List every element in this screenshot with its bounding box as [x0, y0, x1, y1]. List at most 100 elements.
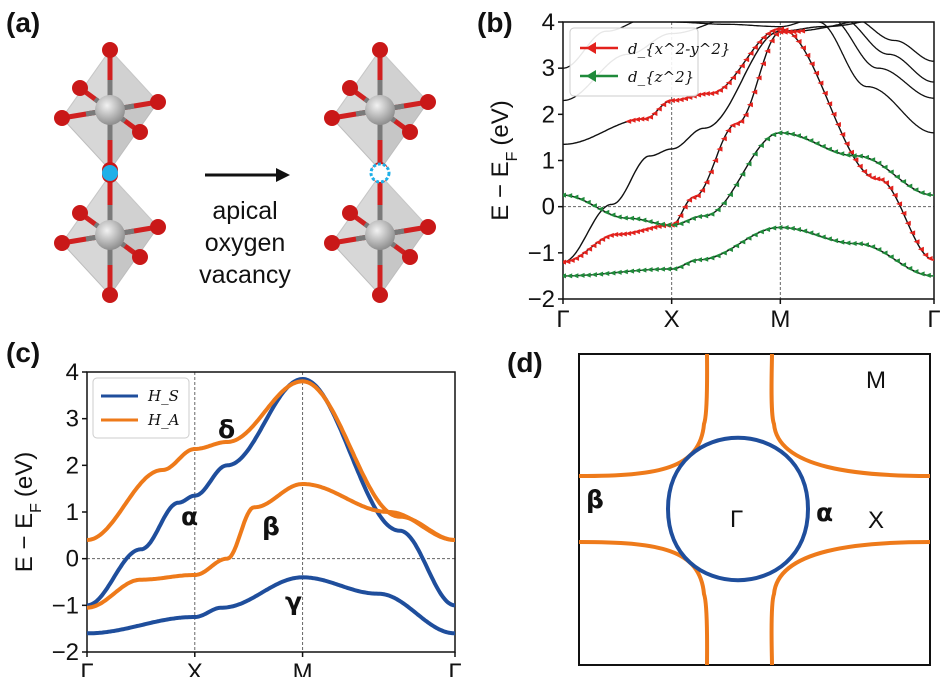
- dx2y2-marker: [738, 63, 745, 69]
- dx2y2-marker: [594, 239, 601, 245]
- panel-a-structure: [54, 42, 436, 303]
- dz2-marker: [751, 151, 758, 157]
- legend-label: H_A: [147, 411, 180, 429]
- dx2y2-marker: [869, 175, 876, 181]
- legend-label: H_S: [147, 387, 179, 405]
- dx2y2-marker: [804, 52, 811, 58]
- k-point-label: M: [866, 367, 886, 394]
- dx2y2-marker: [590, 243, 597, 249]
- oxygen-atom-icon: [420, 219, 436, 235]
- metal-atom-icon: [95, 95, 125, 125]
- dz2-marker: [900, 179, 907, 185]
- dx2y2-marker: [712, 158, 719, 163]
- dz2-marker: [609, 212, 616, 218]
- band-line: [818, 22, 934, 134]
- dz2-marker: [726, 192, 733, 198]
- dz2-marker: [566, 193, 573, 199]
- dx2y2-marker: [751, 44, 758, 50]
- dx2y2-marker: [769, 28, 776, 34]
- dx2y2-marker: [625, 230, 632, 236]
- x-tick-label: M: [293, 659, 313, 677]
- dx2y2-marker: [730, 75, 737, 81]
- dz2-marker: [652, 220, 659, 226]
- dx2y2-marker: [599, 236, 606, 242]
- dz2-marker: [597, 271, 604, 277]
- dz2-marker: [702, 256, 709, 262]
- dx2y2-marker: [577, 253, 584, 259]
- dx2y2-marker: [733, 121, 740, 127]
- dx2y2-marker: [620, 231, 627, 237]
- fermi-pocket-beta: [769, 540, 931, 666]
- dx2y2-marker: [772, 31, 779, 37]
- dx2y2-marker: [830, 111, 837, 117]
- dz2-marker: [578, 196, 585, 202]
- dx2y2-marker: [768, 38, 775, 44]
- dx2y2-marker: [690, 194, 697, 200]
- y-axis-label-main: E − E: [11, 513, 38, 572]
- dz2-marker: [584, 272, 591, 278]
- dx2y2-marker: [751, 89, 758, 95]
- caption-line-2: oxygen: [205, 229, 286, 257]
- dz2-marker: [733, 182, 740, 188]
- dx2y2-marker: [773, 26, 780, 32]
- dx2y2-marker: [655, 106, 662, 112]
- oxygen-atom-icon: [372, 287, 388, 303]
- dx2y2-marker: [655, 223, 662, 229]
- y-tick-label: −1: [52, 592, 79, 619]
- dx2y2-marker: [843, 141, 850, 147]
- dz2-marker: [794, 133, 801, 139]
- dz2-marker: [634, 216, 641, 222]
- dx2y2-marker: [795, 38, 802, 44]
- dz2-marker: [807, 230, 814, 236]
- dx2y2-marker: [633, 229, 640, 235]
- y-axis-label: E − EF (eV): [487, 100, 521, 221]
- HA-band-lower: [87, 482, 455, 610]
- dx2y2-marker: [651, 111, 658, 117]
- dz2-marker: [683, 218, 690, 224]
- dz2-marker: [646, 267, 653, 273]
- dz2-marker: [720, 250, 727, 256]
- x-tick-label: Γ: [556, 306, 569, 333]
- dz2-marker: [801, 228, 808, 234]
- dz2-marker: [825, 236, 832, 242]
- dz2-marker: [751, 232, 758, 238]
- dx2y2-marker: [612, 231, 619, 237]
- panel-label-d: (d): [507, 347, 543, 378]
- dx2y2-marker: [720, 136, 727, 142]
- legend-label: d_{z^2}: [628, 68, 694, 86]
- y-axis-label-sub: F: [28, 503, 45, 513]
- dz2-marker: [931, 274, 934, 278]
- oxygen-atom-icon: [54, 235, 70, 251]
- dx2y2-marker: [647, 114, 654, 120]
- dz2-marker: [628, 268, 635, 274]
- dx2y2-marker: [625, 118, 632, 124]
- dx2y2-marker: [646, 225, 653, 231]
- band-line: [837, 22, 934, 99]
- dx2y2-marker: [607, 232, 614, 238]
- dx2y2-marker: [821, 90, 828, 96]
- k-point-label: X: [868, 507, 884, 534]
- HA-band-upper: [87, 379, 455, 542]
- dz2-marker: [689, 258, 696, 264]
- dz2-marker: [646, 219, 653, 225]
- octahedron-bottom-right: [324, 167, 436, 303]
- y-axis-label-unit: (eV): [487, 100, 514, 145]
- oxygen-atom-icon: [402, 124, 418, 140]
- dz2-marker: [745, 161, 752, 167]
- dx2y2-marker: [882, 180, 889, 186]
- dz2-marker: [566, 273, 573, 279]
- dz2-marker: [862, 242, 869, 248]
- dx2y2-marker: [852, 157, 859, 163]
- dz2-marker: [776, 130, 783, 136]
- dz2-marker: [887, 254, 894, 260]
- dx2y2-marker: [755, 75, 762, 81]
- dz2-marker: [628, 215, 635, 221]
- dz2-marker: [665, 266, 672, 272]
- dx2y2-marker: [677, 97, 684, 103]
- dx2y2-marker: [686, 197, 693, 203]
- dx2y2-marker: [664, 99, 671, 105]
- dz2-marker: [813, 140, 820, 146]
- dx2y2-marker: [756, 39, 763, 45]
- dz2-marker: [665, 222, 672, 228]
- dx2y2-marker: [794, 28, 801, 34]
